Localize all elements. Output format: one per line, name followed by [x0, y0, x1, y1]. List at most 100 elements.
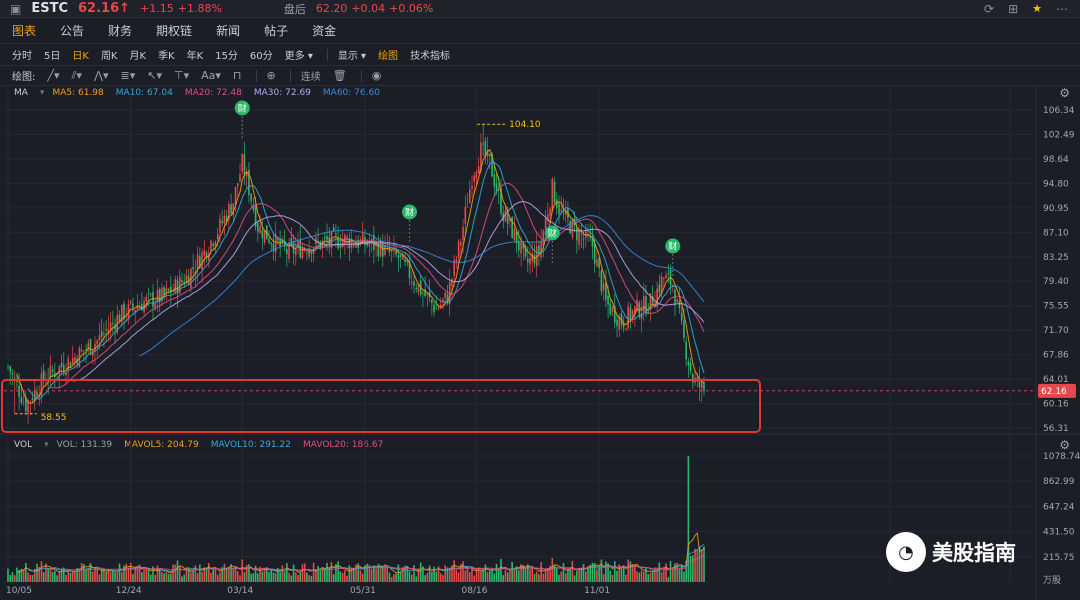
- ticker-symbol: ESTC: [31, 1, 68, 16]
- magnet-tool-icon[interactable]: ⊓: [232, 69, 242, 82]
- period-intraday[interactable]: 分时: [12, 51, 32, 62]
- indicator-menu[interactable]: 技术指标: [410, 51, 451, 62]
- stock-menu-icon[interactable]: ▣: [10, 1, 22, 16]
- period-monthly[interactable]: 月K: [129, 51, 147, 62]
- candle-body: [132, 303, 134, 309]
- candle-body: [156, 289, 159, 303]
- tab-options[interactable]: 期权链: [156, 24, 193, 38]
- continuous-toggle[interactable]: 连续: [300, 72, 321, 83]
- volume-bar: [665, 563, 667, 582]
- volume-bar: [562, 563, 565, 582]
- display-menu[interactable]: 显示 ▾: [337, 51, 367, 62]
- volume-bar: [515, 566, 518, 582]
- gear-icon[interactable]: ⚙: [1059, 86, 1070, 100]
- period-5day[interactable]: 5日: [44, 51, 61, 62]
- date-tick-label: 05/31: [350, 586, 376, 596]
- candle-body: [605, 282, 607, 300]
- period-more[interactable]: 更多 ▾: [284, 51, 313, 62]
- price-tool-icon[interactable]: ⊤▾: [174, 69, 190, 82]
- text-tool-icon[interactable]: Aa▾: [201, 69, 221, 82]
- visibility-eye-icon[interactable]: ◉: [371, 69, 382, 82]
- period-weekly[interactable]: 周K: [100, 51, 118, 62]
- volume-bar: [42, 572, 45, 582]
- volume-bar: [94, 567, 96, 582]
- period-daily[interactable]: 日K: [72, 51, 89, 62]
- candle-body: [462, 227, 464, 240]
- volume-bar: [277, 567, 279, 582]
- volume-bar: [506, 572, 509, 582]
- channel-tool-icon[interactable]: ⫽▾: [71, 68, 82, 82]
- candle-body: [288, 242, 290, 259]
- line-tool-icon[interactable]: ╱▾: [47, 69, 60, 82]
- legend-dropdown-icon[interactable]: ▾: [44, 440, 49, 450]
- tab-news[interactable]: 新闻: [216, 24, 241, 38]
- refresh-icon[interactable]: ⟳: [984, 2, 995, 16]
- volume-bar: [350, 567, 353, 582]
- grid-icon[interactable]: ⊞: [1008, 2, 1019, 16]
- candle-body: [100, 330, 103, 337]
- candle-body: [71, 357, 74, 364]
- volume-bar: [239, 575, 241, 582]
- volume-bar: [395, 573, 397, 582]
- volume-bar: [49, 568, 52, 582]
- stock-chart[interactable]: 106.34 102.49 98.64 94.80 90.95 87.10 83.25 79.…: [0, 86, 1080, 600]
- nav-tabs: 图表 公告 财务 期权链 新闻 帖子 资金: [0, 18, 1080, 44]
- volume-bar: [674, 563, 676, 582]
- wave-tool-icon[interactable]: ⋀▾: [93, 69, 109, 82]
- volume-bar: [292, 564, 295, 582]
- candle-body: [328, 237, 331, 244]
- volume-bar: [526, 564, 529, 582]
- candle-body: [489, 154, 491, 156]
- candle-body: [437, 308, 440, 310]
- candle-body: [319, 241, 322, 249]
- candle-body: [228, 203, 230, 221]
- more-icon[interactable]: ⋯: [1056, 2, 1068, 16]
- after-hours-label: 盘后: [283, 2, 306, 16]
- candle-body: [31, 397, 34, 401]
- volume-bar: [315, 569, 317, 582]
- candle-body: [547, 214, 549, 222]
- volume-bar: [654, 567, 656, 582]
- legend-dropdown-icon[interactable]: ▾: [39, 88, 45, 98]
- arrow-tool-icon[interactable]: ↖▾: [147, 69, 163, 82]
- volume-bar: [381, 566, 384, 582]
- volume-bar: [667, 577, 670, 582]
- gear-icon[interactable]: ⚙: [1059, 438, 1070, 452]
- volume-bar: [636, 571, 638, 582]
- watermark-text: 美股指南: [932, 541, 1016, 565]
- candle-body: [399, 254, 402, 257]
- period-quarterly[interactable]: 季K: [158, 51, 175, 62]
- tab-chart[interactable]: 图表: [12, 24, 37, 38]
- volume-bar: [245, 565, 248, 582]
- price-tick-label: 87.10: [1043, 228, 1069, 238]
- candle-body: [18, 385, 20, 397]
- volume-bar: [457, 572, 460, 582]
- volume-bar: [408, 571, 411, 582]
- candle-body: [493, 174, 496, 187]
- period-yearly[interactable]: 年K: [186, 51, 204, 62]
- tab-posts[interactable]: 帖子: [264, 24, 289, 38]
- period-60min[interactable]: 60分: [249, 51, 273, 62]
- star-icon[interactable]: ★: [1032, 2, 1042, 15]
- volume-bar: [7, 568, 9, 582]
- volume-bar: [477, 567, 480, 582]
- volume-bar: [509, 569, 511, 582]
- candle-body: [89, 339, 92, 355]
- fib-tool-icon[interactable]: ≣▾: [120, 69, 136, 82]
- candle-body: [685, 341, 687, 360]
- tab-announcements[interactable]: 公告: [60, 24, 85, 38]
- trash-icon[interactable]: 🗑: [332, 69, 347, 82]
- draw-toggle[interactable]: 绘图: [378, 51, 399, 62]
- period-15min[interactable]: 15分: [215, 51, 238, 62]
- volume-bar: [201, 571, 203, 582]
- volume-bar: [598, 566, 600, 582]
- tab-capital[interactable]: 资金: [312, 24, 337, 38]
- volume-bar: [669, 560, 672, 582]
- volume-bar: [569, 568, 571, 582]
- zoom-icon[interactable]: ⊕: [266, 69, 276, 82]
- candle-body: [250, 193, 252, 202]
- volume-bar: [580, 567, 583, 582]
- candle-body: [268, 238, 270, 243]
- tab-financials[interactable]: 财务: [108, 24, 133, 38]
- volume-bar: [185, 567, 188, 582]
